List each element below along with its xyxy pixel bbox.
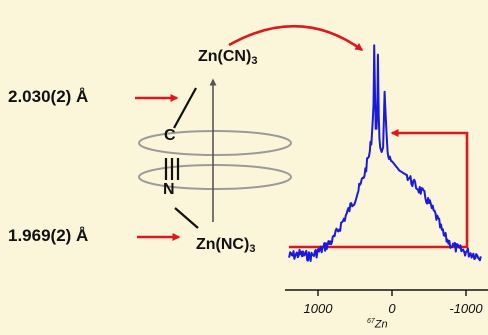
- triple-bond: [164, 158, 180, 180]
- x-tick-label: 1000: [304, 301, 334, 316]
- zn-nc3-label: Zn(NC)3: [196, 236, 255, 255]
- zn-cn3-subscript: 3: [251, 55, 258, 67]
- spectrum-series-line: [287, 44, 482, 262]
- curved-arrow-to-peak: [228, 24, 364, 52]
- x-axis-ticks: 1000 0 -1000: [304, 290, 483, 316]
- x-tick-label: 0: [388, 301, 396, 316]
- spectrum-plot: [287, 44, 482, 262]
- x-axis-label-superscript: 67: [367, 318, 375, 325]
- bond-length-bottom-label: 1.969(2) Å: [8, 226, 89, 245]
- bond-line-bottom: [174, 207, 199, 229]
- x-axis-label-base: Zn: [374, 318, 388, 331]
- zn-cn3-base: Zn(CN): [198, 48, 252, 65]
- bracket-arrow-to-broad: [289, 129, 469, 249]
- bond-line-top: [173, 87, 197, 129]
- bond-length-top-label: 2.030(2) Å: [8, 87, 89, 106]
- rotation-ring-bottom: [138, 164, 292, 190]
- nitrogen-atom-label: N: [163, 181, 175, 198]
- x-axis-label: 67Zn: [367, 318, 388, 331]
- zn-nc3-base: Zn(NC): [196, 236, 250, 253]
- zn-cn3-label: Zn(CN)3: [198, 48, 257, 67]
- carbon-atom-label: C: [164, 127, 176, 144]
- x-tick-label: -1000: [449, 301, 483, 316]
- zn-nc3-subscript: 3: [249, 243, 256, 255]
- rotation-ring-top: [138, 130, 292, 156]
